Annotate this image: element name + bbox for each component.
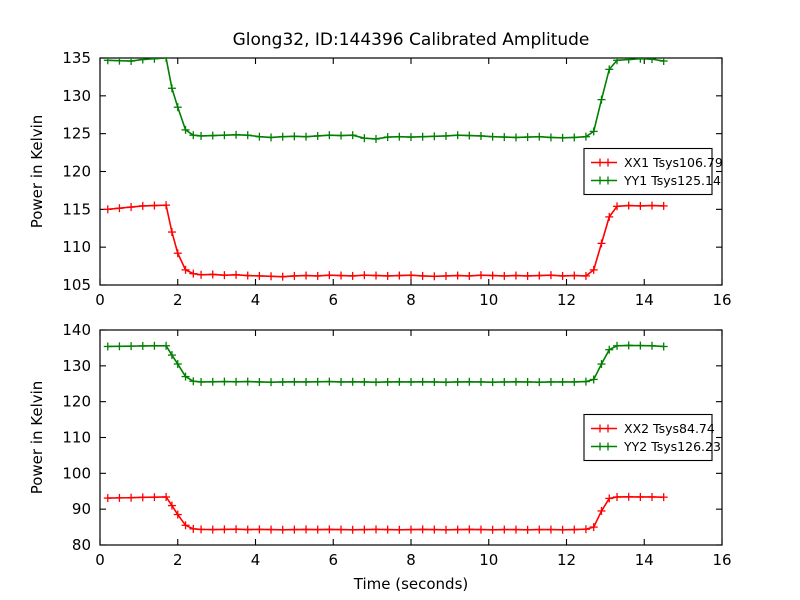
y-tick-label: 90 [72, 500, 91, 518]
y-axis-label: Power in Kelvin [28, 381, 46, 495]
y-tick-label: 80 [72, 536, 91, 554]
x-tick-label: 12 [557, 291, 576, 309]
x-tick-label: 6 [328, 291, 338, 309]
y-tick-label: 140 [62, 321, 91, 339]
series-line-0 [107, 495, 664, 531]
series-markers-1 [103, 341, 668, 387]
x-tick-label: 6 [328, 551, 338, 569]
y-tick-label: 110 [62, 238, 91, 256]
series-line-1 [107, 344, 664, 383]
x-tick-label: 16 [712, 291, 731, 309]
y-tick-label: 130 [62, 357, 91, 375]
y-tick-label: 105 [62, 276, 91, 294]
legend-label-1: YY2 Tsys126.23 [623, 439, 721, 454]
axes-bottom-panel: 0 2 4 6 8 10 12 14 16 80 90 100 110 120 130 140 Power in… [28, 321, 732, 593]
x-tick-label: 4 [251, 291, 261, 309]
legend-background [583, 147, 713, 196]
x-tick-label: 14 [635, 291, 654, 309]
series-line-0 [107, 204, 664, 278]
x-tick-label: 12 [557, 551, 576, 569]
y-tick-label: 135 [62, 49, 91, 67]
legend-background [583, 413, 713, 462]
y-tick-label: 110 [62, 429, 91, 447]
x-tick-label: 2 [173, 551, 183, 569]
series-markers-0 [103, 201, 668, 281]
y-tick-label: 100 [62, 464, 91, 482]
x-tick-label: 8 [406, 551, 416, 569]
x-axis-label: Time (seconds) [353, 575, 469, 593]
y-tick-label: 130 [62, 87, 91, 105]
legend-top-panel[interactable]: XX1 Tsys106.79 YY1 Tsys125.14 [583, 147, 723, 196]
series-line-1 [107, 58, 664, 140]
series-markers-0 [103, 492, 668, 534]
legend-bottom-panel[interactable]: XX2 Tsys84.74 YY2 Tsys126.23 [583, 413, 721, 462]
data-area-top-panel [103, 58, 668, 281]
data-area-bottom-panel [103, 341, 668, 534]
axes-top-panel: 0 2 4 6 8 10 12 14 16 105 110 115 120 125 130 135 Power … [28, 49, 732, 309]
y-tick-label: 125 [62, 125, 91, 143]
x-tick-label: 4 [251, 551, 261, 569]
series-markers-1 [103, 58, 668, 143]
figure-title: Glong32, ID:144396 Calibrated Amplitude [233, 30, 590, 50]
y-tick-label: 120 [62, 393, 91, 411]
x-tick-label: 14 [635, 551, 654, 569]
y-tick-label: 120 [62, 163, 91, 181]
x-tick-label: 10 [479, 551, 498, 569]
legend-label-1: YY1 Tsys125.14 [623, 173, 721, 188]
legend-label-0: XX2 Tsys84.74 [624, 421, 715, 436]
x-tick-label: 0 [95, 291, 105, 309]
y-axis-label: Power in Kelvin [28, 115, 46, 229]
legend-label-0: XX1 Tsys106.79 [624, 155, 723, 170]
x-tick-label: 0 [95, 551, 105, 569]
x-tick-label: 16 [712, 551, 731, 569]
x-tick-label: 2 [173, 291, 183, 309]
x-tick-label: 8 [406, 291, 416, 309]
y-tick-label: 115 [62, 200, 91, 218]
x-tick-label: 10 [479, 291, 498, 309]
